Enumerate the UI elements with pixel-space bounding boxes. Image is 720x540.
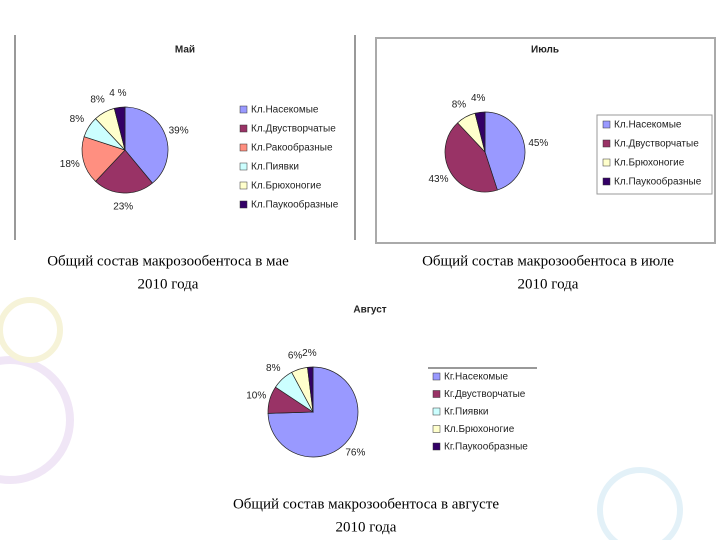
data-label: 10% bbox=[246, 390, 266, 401]
legend-label: Кл.Паукообразные bbox=[251, 199, 339, 211]
data-label: 8% bbox=[266, 363, 281, 374]
legend-swatch bbox=[432, 442, 441, 451]
legend-swatch bbox=[239, 181, 248, 190]
legend-swatch bbox=[239, 124, 248, 133]
legend-swatch bbox=[602, 120, 611, 129]
legend-swatch bbox=[239, 143, 248, 152]
data-label: 8% bbox=[70, 114, 85, 125]
pie-slice bbox=[474, 111, 486, 153]
legend-label: Кг.Двустворчатые bbox=[444, 389, 526, 400]
legend-label: Кл.Пиявки bbox=[251, 162, 299, 173]
data-label: 43% bbox=[429, 174, 449, 185]
data-label: 45% bbox=[528, 138, 548, 149]
legend-swatch bbox=[602, 139, 611, 148]
pie-slice bbox=[95, 149, 153, 194]
chart-title: Май bbox=[175, 45, 195, 56]
legend-label: Кл.Брюхоногие bbox=[614, 158, 685, 169]
legend-label: Кл.Двустворчатые bbox=[251, 124, 336, 135]
legend-swatch bbox=[432, 390, 441, 398]
legend-swatch bbox=[239, 200, 248, 209]
legend-label: Кл.Двустворчатые bbox=[614, 139, 699, 150]
chart-title: Август bbox=[353, 305, 386, 316]
legend-swatch bbox=[602, 158, 611, 167]
legend-label: Кл.Насекомые bbox=[614, 120, 682, 131]
legend-swatch bbox=[239, 105, 248, 114]
legend-label: Кл.Паукообразные bbox=[614, 176, 702, 188]
caption: 2010 года bbox=[138, 276, 199, 292]
legend-swatch bbox=[432, 407, 441, 416]
legend-swatch bbox=[239, 162, 248, 171]
frame bbox=[375, 37, 716, 244]
pie-slice bbox=[124, 106, 169, 184]
data-label: 39% bbox=[169, 125, 189, 136]
chart-title: Июль bbox=[531, 45, 559, 56]
decor bbox=[0, 297, 63, 363]
legend-label: Кг.Насекомые bbox=[444, 372, 508, 383]
decor bbox=[597, 467, 683, 540]
decor bbox=[0, 356, 74, 484]
legend-label: Кл.Брюхоногие bbox=[444, 424, 515, 435]
legend-label: Кл.Ракообразные bbox=[251, 142, 333, 154]
legend-label: Кг.Паукообразные bbox=[444, 441, 528, 453]
data-label: 8% bbox=[90, 95, 105, 106]
caption: Общий состав макрозообентоса в мае bbox=[47, 253, 289, 269]
data-label: 8% bbox=[452, 99, 467, 110]
data-label: 4 % bbox=[109, 88, 126, 99]
legend-label: Кл.Насекомые bbox=[251, 105, 319, 116]
legend-swatch bbox=[432, 425, 441, 433]
data-label: 18% bbox=[60, 159, 80, 170]
pie-slice bbox=[81, 136, 126, 182]
caption: 2010 года bbox=[518, 276, 579, 292]
data-label: 2% bbox=[302, 348, 317, 359]
legend-swatch bbox=[432, 372, 441, 381]
data-label: 23% bbox=[113, 202, 133, 213]
pie-slice bbox=[444, 122, 498, 193]
legend-frame bbox=[596, 114, 713, 195]
data-label: 4% bbox=[471, 93, 486, 104]
caption: Общий состав макрозообентоса в августе bbox=[233, 496, 499, 512]
caption: 2010 года bbox=[336, 519, 397, 535]
data-label: 6% bbox=[288, 350, 303, 361]
legend-swatch bbox=[602, 177, 611, 186]
data-label: 76% bbox=[345, 448, 365, 459]
pie-slice bbox=[484, 111, 526, 191]
pie-slice bbox=[307, 366, 314, 413]
pie-slice bbox=[113, 106, 126, 151]
caption: Общий состав макрозообентоса в июле bbox=[422, 253, 674, 269]
legend-label: Кл.Брюхоногие bbox=[251, 181, 322, 192]
pie-slice bbox=[267, 366, 359, 458]
legend-label: Кг.Пиявки bbox=[444, 407, 489, 418]
